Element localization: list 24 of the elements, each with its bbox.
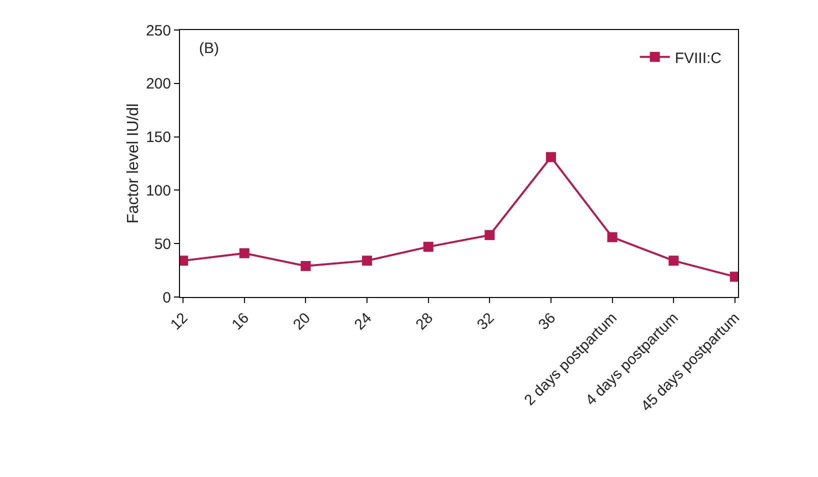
y-tick-label: 250 <box>146 22 171 40</box>
x-tick-label: 16 <box>228 310 253 334</box>
y-tick-label: 50 <box>154 236 171 253</box>
legend-label: FVIII:C <box>674 50 722 67</box>
y-tick-label: 0 <box>162 289 171 306</box>
x-tick-label: 28 <box>412 310 436 334</box>
point <box>668 256 679 266</box>
point <box>607 232 618 242</box>
y-axis-title: Factor level IU/dl <box>125 103 142 224</box>
y-tick-label: 200 <box>146 76 171 93</box>
point <box>362 256 372 266</box>
y-tick-label: 100 <box>146 182 171 200</box>
x-tick-label: 12 <box>167 310 192 334</box>
point <box>423 242 434 252</box>
point <box>300 261 311 272</box>
x-tick-label: 32 <box>474 310 498 334</box>
x-tick-label: 24 <box>351 310 376 334</box>
point <box>484 230 495 240</box>
point <box>239 248 250 258</box>
x-tick-label: 20 <box>290 310 314 334</box>
annotation: (B) <box>199 40 219 57</box>
y-tick-label: 150 <box>146 129 171 146</box>
point <box>546 152 556 162</box>
x-tick-label: 36 <box>535 310 560 334</box>
